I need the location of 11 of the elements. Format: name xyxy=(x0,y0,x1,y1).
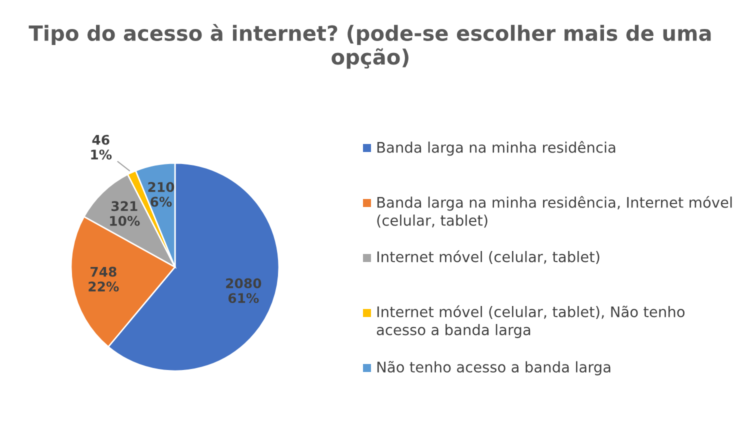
data-label: 321 10% xyxy=(110,201,140,226)
legend-label: Internet móvel (celular, tablet), Não tenho acesso a banda larga xyxy=(376,305,685,338)
chart-title: Tipo do acesso à internet? (pode-se escolher mais de uma opção) xyxy=(28,24,711,69)
data-label: 46 1% xyxy=(91,134,112,160)
legend-label: Banda larga na minha residência xyxy=(377,141,616,156)
legend-label: Internet móvel (celular, tablet) xyxy=(377,250,600,264)
data-label: 2080 61% xyxy=(226,278,262,304)
data-label: 748 22% xyxy=(88,266,119,292)
legend-label: Não tenho acesso a banda larga xyxy=(377,361,610,376)
legend-label: Banda larga na minha residência, Internet móvel (celular, tablet) xyxy=(377,196,732,228)
data-label: 210 6% xyxy=(148,182,174,207)
